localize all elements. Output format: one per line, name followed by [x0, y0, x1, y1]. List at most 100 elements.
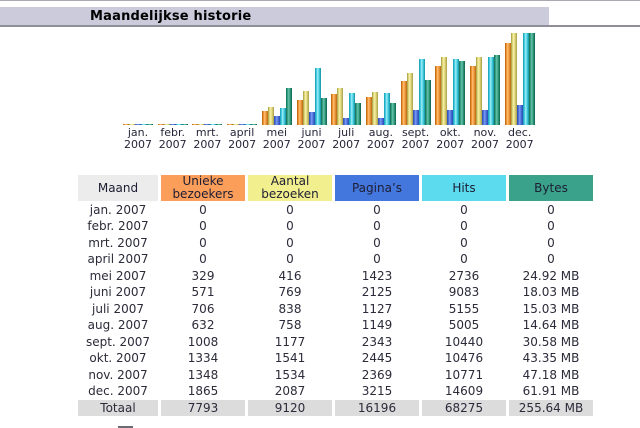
x-axis-label-month9: sept. 2007	[401, 126, 430, 151]
cell-value: 769	[278, 285, 302, 300]
top-divider	[0, 0, 640, 1]
chart-bar-p-month9	[412, 110, 419, 125]
chart-bar-v-month2	[163, 123, 170, 125]
cell-value: 14.64 MB	[522, 318, 580, 333]
chart-bar-v-month3	[198, 123, 205, 125]
x-axis-label-month1: jan. 2007	[124, 126, 152, 151]
cell-value: 0	[373, 252, 381, 267]
cell-value: 0	[286, 252, 294, 267]
chart-bar-v-month10	[441, 57, 448, 125]
cell-value: 0	[460, 252, 468, 267]
chart-bar-k-month4	[251, 123, 258, 125]
cell-value: 2445	[361, 351, 393, 366]
cell-value: 2369	[361, 367, 393, 382]
chart-bar-k-month3	[216, 123, 223, 125]
cell-month-label: sept. 2007	[85, 334, 151, 349]
table-row-month12: dec. 2007 1865 2087 3215 14609 61.91 MB	[78, 384, 593, 400]
chart-bar-h-month6	[314, 67, 321, 125]
chart-bar-p-month10	[447, 109, 454, 125]
x-axis-label-month11: nov. 2007	[471, 126, 499, 151]
page-title: Maandelijkse historie	[90, 8, 252, 24]
cell-value: 0	[199, 202, 207, 217]
cell-value: 0	[547, 252, 555, 267]
chart-bar-u-month3	[192, 123, 199, 125]
chart-bar-p-month11	[482, 110, 488, 125]
chart-bar-v-month5	[267, 106, 274, 125]
cell-value: 10771	[444, 367, 484, 382]
cell-value: 24.92 MB	[522, 268, 580, 283]
cell-value: 1149	[361, 318, 393, 333]
chart-bar-h-month7	[349, 92, 356, 125]
cell-value: 0	[199, 219, 207, 234]
chart-bar-v-month6	[302, 91, 309, 125]
chart-bar-v-month11	[476, 57, 482, 125]
monthly-history-table: Maand Unieke bezoekers Aantal bezoeken Pagi…	[75, 174, 596, 417]
cell-value: 1177	[274, 334, 306, 349]
cell-value: 0	[373, 219, 381, 234]
cell-month-label: febr. 2007	[87, 219, 149, 234]
chart-bar-h-month3	[210, 123, 217, 125]
chart-bar-u-month2	[157, 123, 164, 125]
total-value: 7793	[161, 400, 245, 416]
x-axis-label-month6: juni 2007	[297, 126, 326, 151]
cell-value: 0	[373, 202, 381, 217]
cell-month-label: mei 2007	[89, 268, 147, 283]
total-value: 16196	[335, 400, 419, 416]
cell-value: 0	[460, 219, 468, 234]
cell-month-label: jan. 2007	[89, 202, 147, 217]
cell-value: 0	[547, 219, 555, 234]
chart-bar-k-month1	[147, 123, 153, 125]
chart-bar-u-month6	[296, 99, 303, 125]
cell-value: 14609	[444, 384, 484, 399]
cell-value: 0	[547, 202, 555, 217]
chart-bar-p-month2	[169, 123, 176, 125]
cell-value: 1348	[187, 367, 219, 382]
chart-bar-u-month8	[365, 97, 372, 125]
cell-value: 1008	[187, 334, 219, 349]
chart-bar-v-month12	[510, 33, 517, 125]
chart-bar-v-month1	[129, 123, 135, 125]
cell-value: 47.18 MB	[522, 367, 580, 382]
total-label: Totaal	[78, 400, 158, 416]
header-cell-aantal-bezoeken: Aantal bezoeken	[248, 175, 332, 201]
cell-month-label: nov. 2007	[88, 367, 148, 382]
chart-bar-p-month12	[516, 104, 523, 125]
chart-bar-h-month1	[141, 123, 147, 125]
cell-value: 2087	[274, 384, 306, 399]
chart-bar-p-month6	[308, 111, 315, 125]
table-row-month3: mrt. 2007 0 0 0 0 0	[78, 235, 593, 251]
cell-month-label: dec. 2007	[88, 384, 148, 399]
cell-value: 0	[286, 235, 294, 250]
cell-value: 0	[547, 235, 555, 250]
cell-value: 1127	[361, 301, 393, 316]
table-row-month4: april 2007 0 0 0 0 0	[78, 252, 593, 268]
table-row-month1: jan. 2007 0 0 0 0 0	[78, 202, 593, 218]
x-axis-label-month3: mrt. 2007	[193, 126, 222, 151]
chart-bar-u-month4	[227, 123, 234, 125]
chart-bar-p-month1	[135, 123, 141, 125]
x-axis-label-month7: juli 2007	[332, 126, 361, 151]
chart-bar-u-month10	[435, 66, 442, 125]
cell-value: 758	[278, 318, 302, 333]
chart-bar-h-month12	[522, 33, 529, 125]
chart-bar-h-month10	[453, 59, 460, 125]
cell-value: 1423	[361, 268, 393, 283]
chart-bar-k-month5	[285, 87, 292, 125]
chart-bar-v-month8	[371, 91, 378, 125]
cell-value: 0	[460, 235, 468, 250]
cell-value: 2343	[361, 334, 393, 349]
table-header-row: Maand Unieke bezoekers Aantal bezoeken Pagi…	[78, 175, 593, 201]
x-axis-label-month5: mei 2007	[262, 126, 291, 151]
x-axis-label-month4: april 2007	[228, 126, 257, 151]
chart-bar-v-month4	[233, 123, 240, 125]
chart-bar-u-month12	[504, 42, 511, 125]
cell-value: 416	[278, 268, 302, 283]
chart-bar-u-month7	[331, 93, 338, 125]
cell-value: 329	[191, 268, 215, 283]
cell-value: 0	[460, 202, 468, 217]
cell-value: 1534	[274, 367, 306, 382]
chart-bar-h-month11	[488, 57, 494, 125]
chart-bar-h-month5	[279, 107, 286, 125]
chart-bar-p-month3	[204, 123, 211, 125]
